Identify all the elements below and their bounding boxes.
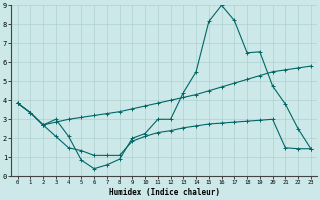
- X-axis label: Humidex (Indice chaleur): Humidex (Indice chaleur): [109, 188, 220, 197]
